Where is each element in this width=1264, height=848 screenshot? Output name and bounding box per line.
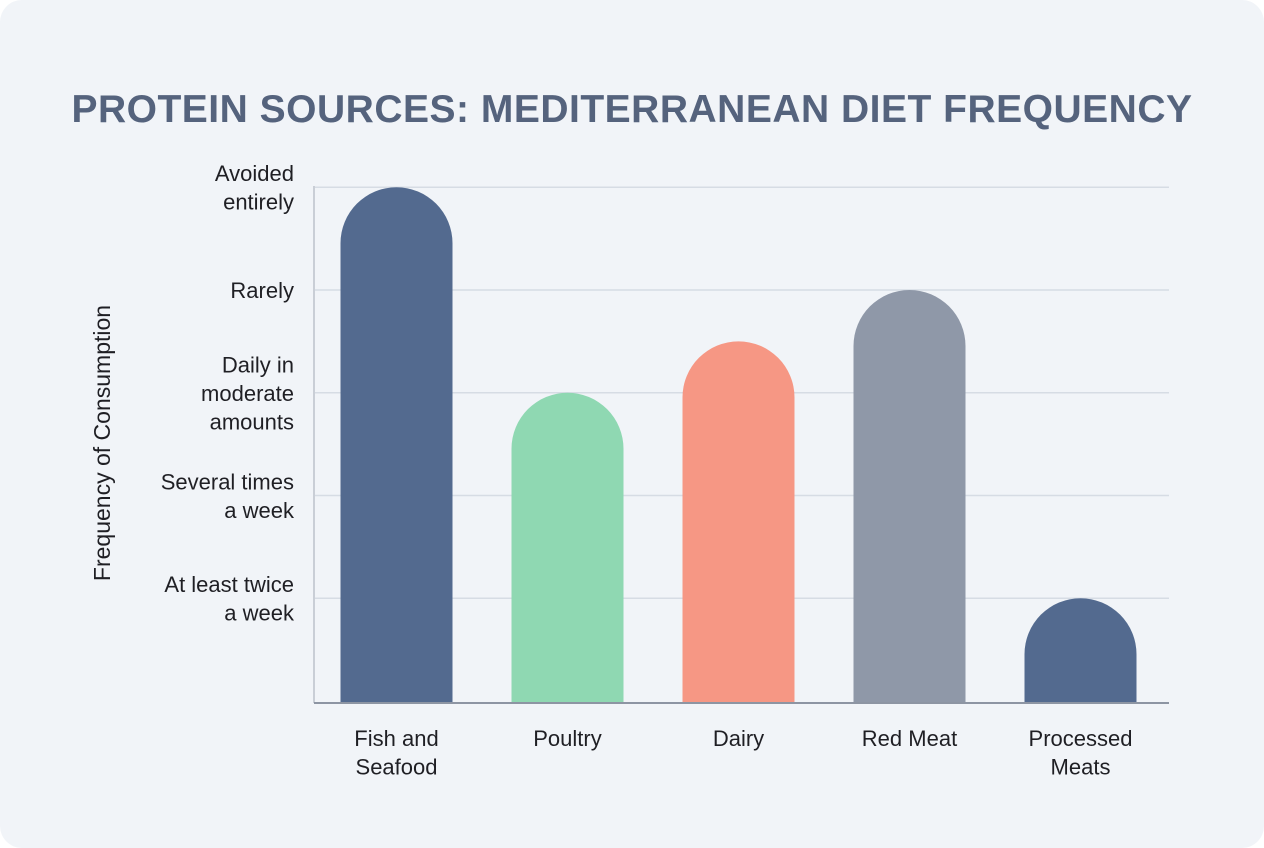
y-tick-label-line: a week xyxy=(224,498,295,523)
x-category-labels: Fish and Seafood Poultry Dairy Red Meat Proce… xyxy=(354,726,1132,780)
y-tick-label-line: Several times xyxy=(161,469,294,494)
y-tick-label-line: Rarely xyxy=(230,278,294,303)
x-category-label: Poultry xyxy=(533,726,601,751)
y-tick-label: Avoided entirely xyxy=(215,161,294,215)
x-category-label-line: Processed xyxy=(1029,726,1133,751)
y-tick-label-line: a week xyxy=(224,601,295,626)
x-category-label-line: Meats xyxy=(1051,755,1111,780)
chart-title: PROTEIN SOURCES: MEDITERRANEAN DIET FREQ… xyxy=(71,88,1193,131)
y-tick-label: At least twice a week xyxy=(164,572,295,626)
x-category-label-line: Red Meat xyxy=(862,726,957,751)
x-category-label: Fish and Seafood xyxy=(354,726,438,780)
y-tick-label: Several times a week xyxy=(161,469,295,523)
y-tick-label-line: amounts xyxy=(210,409,294,434)
y-tick-label-line: moderate xyxy=(201,381,294,406)
y-tick-label: Daily in moderate amounts xyxy=(201,352,294,434)
y-tick-label-line: Daily in xyxy=(222,352,294,377)
y-tick-label: Rarely xyxy=(230,278,294,303)
y-axis-title: Frequency of Consumption xyxy=(89,305,115,581)
x-category-label-line: Dairy xyxy=(713,726,764,751)
x-category-label-line: Fish and xyxy=(354,726,438,751)
y-tick-label-line: At least twice xyxy=(164,572,294,597)
x-category-label-line: Seafood xyxy=(356,755,438,780)
y-tick-label-line: entirely xyxy=(223,190,294,215)
bars xyxy=(340,187,1137,703)
x-category-label: Dairy xyxy=(713,726,764,751)
axes xyxy=(313,186,1169,704)
bar xyxy=(1024,598,1137,703)
x-category-label: Red Meat xyxy=(862,726,957,751)
bar xyxy=(682,341,795,703)
bar xyxy=(853,290,966,703)
bar xyxy=(511,392,624,703)
y-tick-label-line: Avoided xyxy=(215,161,294,186)
x-category-label: Processed Meats xyxy=(1029,726,1133,780)
y-tick-labels: At least twice a week Several times a week D… xyxy=(161,161,295,626)
bar xyxy=(340,187,453,703)
x-category-label-line: Poultry xyxy=(533,726,601,751)
